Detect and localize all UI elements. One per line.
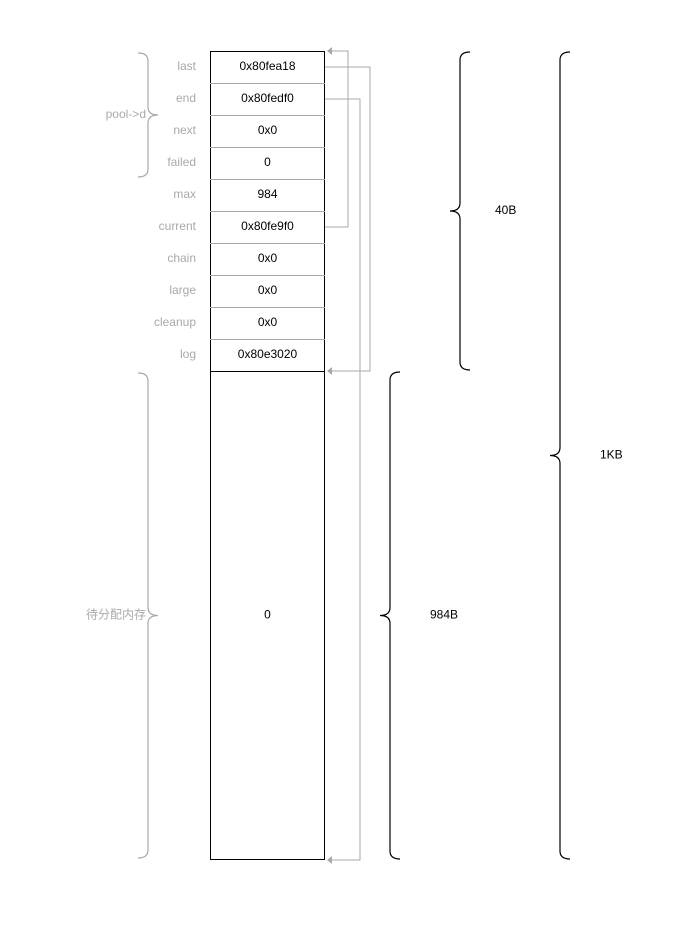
field-value: 984 xyxy=(257,187,277,201)
field-value: 0x80fe9f0 xyxy=(241,219,294,233)
freespace-label: 待分配内存 xyxy=(86,608,146,622)
arrow-head-icon xyxy=(327,367,332,375)
size-annotation: 40B xyxy=(495,203,516,217)
memory-block xyxy=(211,52,325,860)
brace xyxy=(450,52,470,370)
arrow-head-icon xyxy=(327,47,332,55)
size-annotation: 1KB xyxy=(600,448,623,462)
field-value: 0x0 xyxy=(258,315,278,329)
field-label: last xyxy=(177,59,196,73)
field-value: 0x80fea18 xyxy=(239,59,295,73)
freespace-value: 0 xyxy=(264,608,271,622)
field-value: 0x0 xyxy=(258,123,278,137)
field-label: log xyxy=(180,347,196,361)
field-value: 0x80e3020 xyxy=(238,347,298,361)
field-label: current xyxy=(159,219,197,233)
brace xyxy=(380,372,400,859)
brace xyxy=(550,52,570,859)
size-annotation: 984B xyxy=(430,608,458,622)
pointer-arrow xyxy=(325,99,360,860)
field-label: large xyxy=(169,283,196,297)
field-label: next xyxy=(173,123,196,137)
pointer-arrow xyxy=(325,51,348,227)
field-value: 0x0 xyxy=(258,251,278,265)
field-label: end xyxy=(176,91,196,105)
pool-d-label: pool->d xyxy=(106,107,146,121)
field-label: max xyxy=(173,187,196,201)
field-value: 0 xyxy=(264,155,271,169)
field-label: cleanup xyxy=(154,315,196,329)
field-label: chain xyxy=(167,251,196,265)
field-value: 0x0 xyxy=(258,283,278,297)
field-value: 0x80fedf0 xyxy=(241,91,294,105)
field-label: failed xyxy=(167,155,196,169)
arrow-head-icon xyxy=(327,856,332,864)
